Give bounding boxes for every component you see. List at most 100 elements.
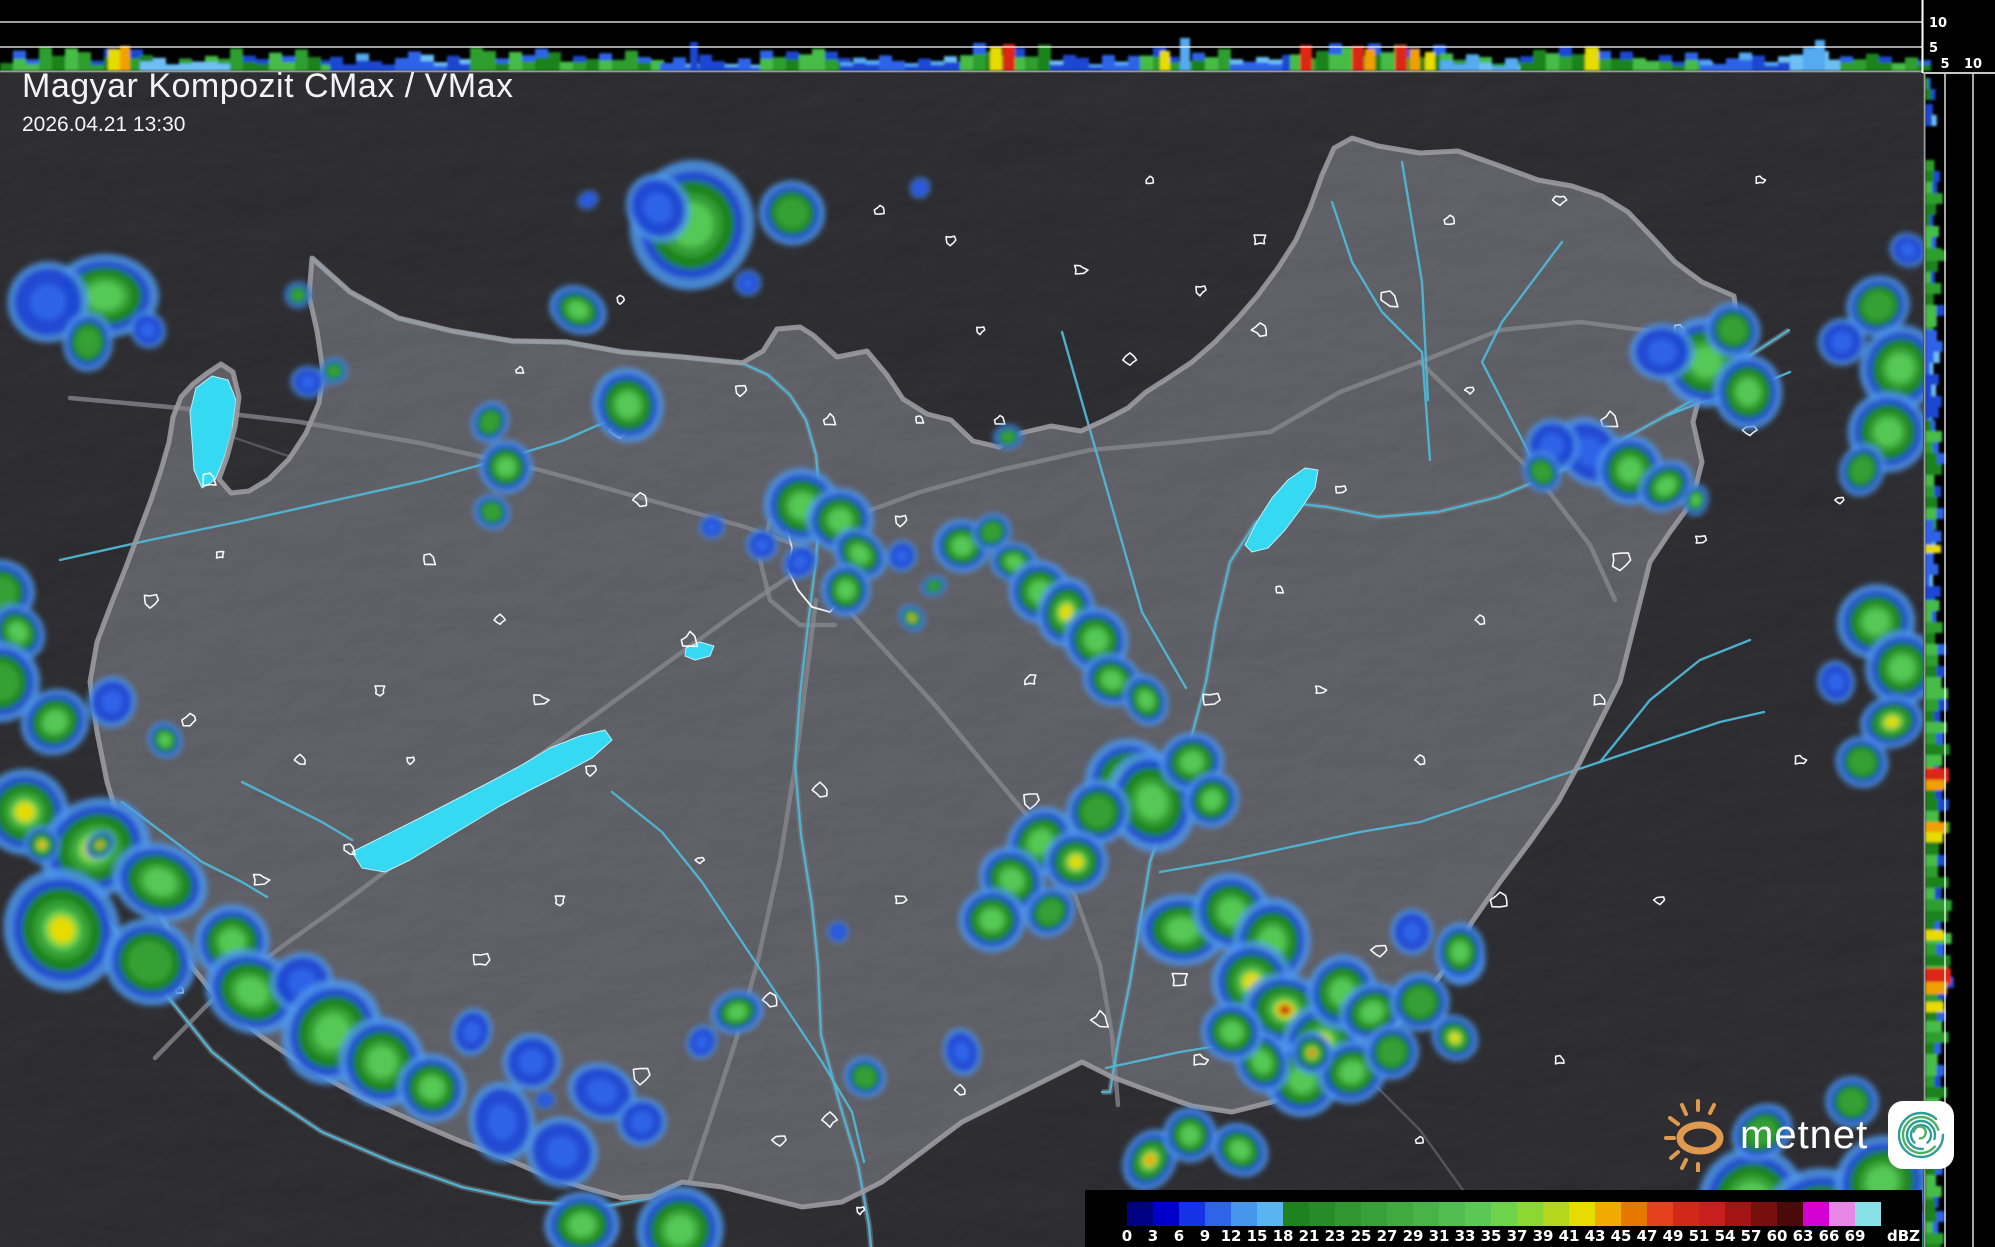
- settlement-outline: [1253, 234, 1267, 246]
- profile-echo-cell: [1925, 811, 1940, 822]
- radar-echo: [1180, 1125, 1200, 1145]
- legend-tick-label: 6: [1174, 1227, 1184, 1245]
- profile-echo-cell: [1925, 272, 1935, 283]
- profile-echo-cell: [1479, 57, 1492, 63]
- county-boundary-line: [319, 840, 641, 974]
- profile-echo-cell: [1829, 59, 1842, 71]
- radar-echo: [828, 509, 852, 531]
- radar-echo: [1378, 1038, 1406, 1066]
- profile-echo-cell: [179, 58, 192, 64]
- profile-echo-cell: [1925, 944, 1945, 955]
- profile-echo-cell: [1453, 59, 1466, 71]
- profile-echo-cell: [460, 59, 473, 64]
- profile-echo-cell: [308, 56, 321, 71]
- profile-echo-cell: [812, 48, 825, 71]
- settlement-outline: [734, 384, 748, 398]
- river-line: [1060, 330, 1188, 690]
- radar-echo: [1028, 829, 1052, 855]
- profile-echo-cell: [1937, 1010, 1946, 1021]
- profile-echo-cell: [1925, 385, 1937, 396]
- profile-echo-cell: [905, 63, 918, 71]
- echo-layer: [0, 159, 1941, 1247]
- radar-echo: [854, 1066, 876, 1088]
- legend-color-cell: [1309, 1202, 1335, 1226]
- settlement-outline: [406, 756, 416, 766]
- radar-echo: [1691, 494, 1701, 506]
- profile-echo-cell: [773, 57, 786, 71]
- radar-echo: [694, 1034, 710, 1050]
- legend-color-cell: [1413, 1202, 1439, 1226]
- legend-color-cell: [1387, 1202, 1413, 1226]
- radar-echo: [1889, 655, 1915, 681]
- legend-tick-label: 51: [1689, 1227, 1710, 1245]
- metnet-app-icon: [1888, 1101, 1955, 1169]
- right-axis-tick-label: 10: [1964, 57, 1982, 72]
- profile-echo-cell: [1520, 56, 1533, 63]
- profile-echo-cell: [838, 58, 851, 64]
- settlement-outline: [1611, 552, 1632, 572]
- profile-echo-cell: [1925, 677, 1942, 688]
- settlement-outline: [811, 781, 828, 798]
- profile-echo-cell: [1925, 171, 1941, 182]
- profile-echo-cell: [1620, 51, 1633, 60]
- legend-tick-label: 57: [1741, 1227, 1762, 1245]
- profile-echo-cell: [1929, 363, 1934, 374]
- profile-echo-cell: [1925, 431, 1943, 442]
- settlement-outline: [616, 294, 626, 305]
- radar-echo: [1000, 430, 1016, 444]
- profile-echo-cell: [1925, 226, 1940, 237]
- profile-echo-cell: [1646, 60, 1659, 71]
- settlement-outline: [1202, 692, 1221, 706]
- radar-echo: [1647, 339, 1677, 365]
- radar-echo: [1532, 461, 1552, 483]
- profile-echo-cell: [421, 54, 434, 62]
- radar-echo: [1138, 691, 1154, 709]
- profile-echo-cell: [1925, 508, 1945, 519]
- radar-echo: [98, 843, 102, 847]
- profile-echo-cell: [1192, 52, 1205, 61]
- radar-echo: [1405, 987, 1435, 1017]
- legend-color-cell: [1439, 1202, 1465, 1226]
- settlement-outline: [472, 952, 491, 966]
- radar-echo: [1451, 941, 1469, 963]
- profile-echo-cell: [1218, 48, 1231, 71]
- radar-echo: [1862, 290, 1894, 322]
- profile-echo-cell: [1492, 63, 1505, 67]
- radar-echo: [615, 392, 641, 418]
- profile-echo-cell: [1925, 564, 1939, 575]
- profile-echo-cell: [1925, 104, 1933, 115]
- settlement-outline: [1314, 685, 1328, 694]
- profile-echo-cell: [1153, 47, 1166, 57]
- profile-echo-cell: [256, 59, 269, 64]
- profile-echo-cell: [1160, 51, 1170, 71]
- profile-echo-cell: [1925, 374, 1939, 385]
- radar-echo: [39, 841, 45, 849]
- profile-echo-cell: [751, 64, 764, 68]
- settlement-outline: [894, 514, 908, 528]
- settlement-outline: [821, 1111, 839, 1129]
- profile-echo-cell: [369, 61, 382, 71]
- legend-tick-label: 29: [1403, 1227, 1424, 1245]
- profile-echo-cell: [931, 60, 944, 65]
- profile-echo-cell: [1063, 54, 1076, 71]
- radar-echo: [742, 277, 754, 289]
- profile-echo-cell: [1925, 407, 1939, 418]
- profile-echo-cell: [1925, 1065, 1945, 1076]
- radar-echo: [775, 197, 809, 229]
- profile-echo-cell: [651, 59, 664, 71]
- profile-echo-cell: [130, 49, 143, 59]
- profile-echo-cell: [699, 54, 712, 71]
- legend-tick-label: 15: [1247, 1227, 1268, 1245]
- profile-echo-cell: [1925, 575, 1933, 586]
- profile-echo-cell: [1492, 63, 1505, 71]
- river-line: [58, 399, 629, 562]
- settlement-outline: [202, 472, 217, 487]
- legend-color-cell: [1751, 1202, 1777, 1226]
- profile-echo-cell: [1089, 64, 1102, 67]
- profile-echo-cell: [1925, 261, 1939, 272]
- profile-echo-cell: [1925, 115, 1937, 126]
- lake-polygon: [1244, 467, 1319, 553]
- profile-echo-cell: [1025, 56, 1038, 71]
- profile-echo-cell: [1395, 45, 1407, 71]
